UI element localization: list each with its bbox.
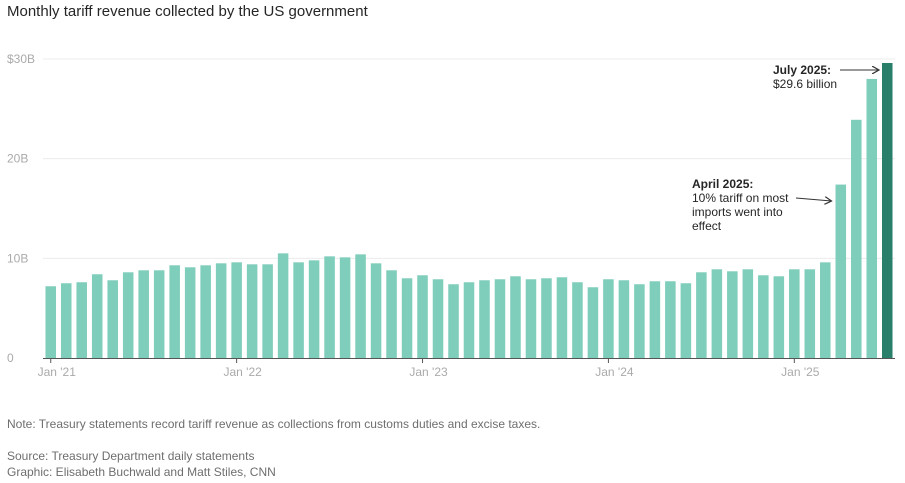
bar-2023-04 <box>463 282 475 358</box>
annotation-arrows <box>795 70 879 201</box>
x-tick-label: Jan '25 <box>781 365 820 379</box>
bar-2021-11 <box>200 265 211 358</box>
bar-2024-08 <box>711 269 723 358</box>
bar-2022-04 <box>277 253 289 358</box>
bar-2023-12 <box>587 287 599 358</box>
bar-2023-01 <box>417 275 428 358</box>
bar-2022-10 <box>370 263 382 358</box>
axes: 0 10B 20B $30B Jan '21 Jan '22 Jan '23 Jan '24 J… <box>7 52 895 379</box>
bar-2024-01 <box>603 279 614 358</box>
bar-2023-10 <box>556 277 568 358</box>
source-line: Source: Treasury Department daily statem… <box>7 449 255 463</box>
bar-2024-07 <box>696 272 707 358</box>
bar-2023-08 <box>525 279 537 358</box>
source-credits: Source: Treasury Department daily statem… <box>7 448 276 480</box>
bar-2024-09 <box>727 271 738 358</box>
annotation-july-title: July 2025: <box>773 63 832 77</box>
bar-2024-03 <box>634 284 645 358</box>
bar-2021-07 <box>138 270 149 358</box>
y-tick-label: $30B <box>7 52 35 66</box>
annotation-april-title: April 2025: <box>692 177 754 191</box>
bar-chart: 0 10B 20B $30B Jan '21 Jan '22 Jan '23 Jan '24 J… <box>7 52 895 379</box>
bar-2021-02 <box>60 283 72 358</box>
y-tick-label: 10B <box>7 251 28 265</box>
annotation-july-2025: July 2025: $29.6 billion <box>773 63 837 91</box>
bar-2021-05 <box>107 280 118 358</box>
y-tick-label: 20B <box>7 152 28 166</box>
bar-2022-05 <box>293 262 304 358</box>
april-arrow <box>795 198 832 201</box>
bar-2024-10 <box>742 269 754 358</box>
bar-2024-11 <box>758 275 769 358</box>
bar-2025-06 <box>866 78 878 359</box>
bar-2023-06 <box>494 279 506 358</box>
bar-2025-04 <box>835 184 847 358</box>
bar-2021-06 <box>122 272 134 358</box>
bar-2023-11 <box>572 282 583 358</box>
bar-2025-03 <box>820 262 831 358</box>
bar-2021-10 <box>184 267 196 358</box>
bar-2024-04 <box>649 281 661 358</box>
bar-2024-02 <box>618 280 630 358</box>
bar-2022-07 <box>324 256 335 358</box>
bar-2022-11 <box>386 270 397 358</box>
bar-2023-09 <box>541 278 552 358</box>
bars <box>45 62 893 359</box>
x-tick-label: Jan '23 <box>409 365 448 379</box>
x-tick-label: Jan '22 <box>223 365 262 379</box>
gridlines <box>43 58 895 259</box>
bar-2025-02 <box>804 269 816 358</box>
bar-2021-09 <box>169 265 180 358</box>
bar-2022-01 <box>231 262 242 358</box>
bar-2023-07 <box>510 276 521 358</box>
bar-2023-05 <box>479 280 490 358</box>
footnote: Note: Treasury statements record tariff … <box>7 417 541 431</box>
annotation-july-text: $29.6 billion <box>773 77 838 91</box>
chart-title: Monthly tariff revenue collected by the … <box>7 3 368 20</box>
x-tick-label: Jan '21 <box>38 365 77 379</box>
graphic-credit: Graphic: Elisabeth Buchwald and Matt Sti… <box>7 465 276 479</box>
bar-2021-08 <box>153 270 165 358</box>
x-tick-label: Jan '24 <box>595 365 634 379</box>
bar-2025-05 <box>851 119 862 358</box>
y-tick-label: 0 <box>7 351 14 365</box>
bar-2025-07 <box>881 62 893 359</box>
bar-2022-09 <box>355 254 366 358</box>
bar-2021-12 <box>215 263 227 358</box>
bar-2022-08 <box>339 257 351 358</box>
bar-2021-01 <box>45 286 57 358</box>
bar-2024-05 <box>665 281 676 358</box>
bar-2024-06 <box>680 283 692 358</box>
bar-2022-03 <box>262 264 273 358</box>
bar-2024-12 <box>773 276 785 358</box>
bar-2025-01 <box>789 269 800 358</box>
annotation-april-text: 10% tariff on most imports went into eff… <box>692 191 789 233</box>
annotation-april-2025: April 2025: 10% tariff on most imports w… <box>692 177 802 233</box>
bar-2022-02 <box>246 264 258 358</box>
bar-2021-03 <box>76 282 87 358</box>
bar-2021-04 <box>91 274 103 358</box>
bar-2023-02 <box>432 279 444 358</box>
bar-2023-03 <box>448 284 459 358</box>
bar-2022-12 <box>401 278 413 358</box>
bar-2022-06 <box>308 260 320 358</box>
